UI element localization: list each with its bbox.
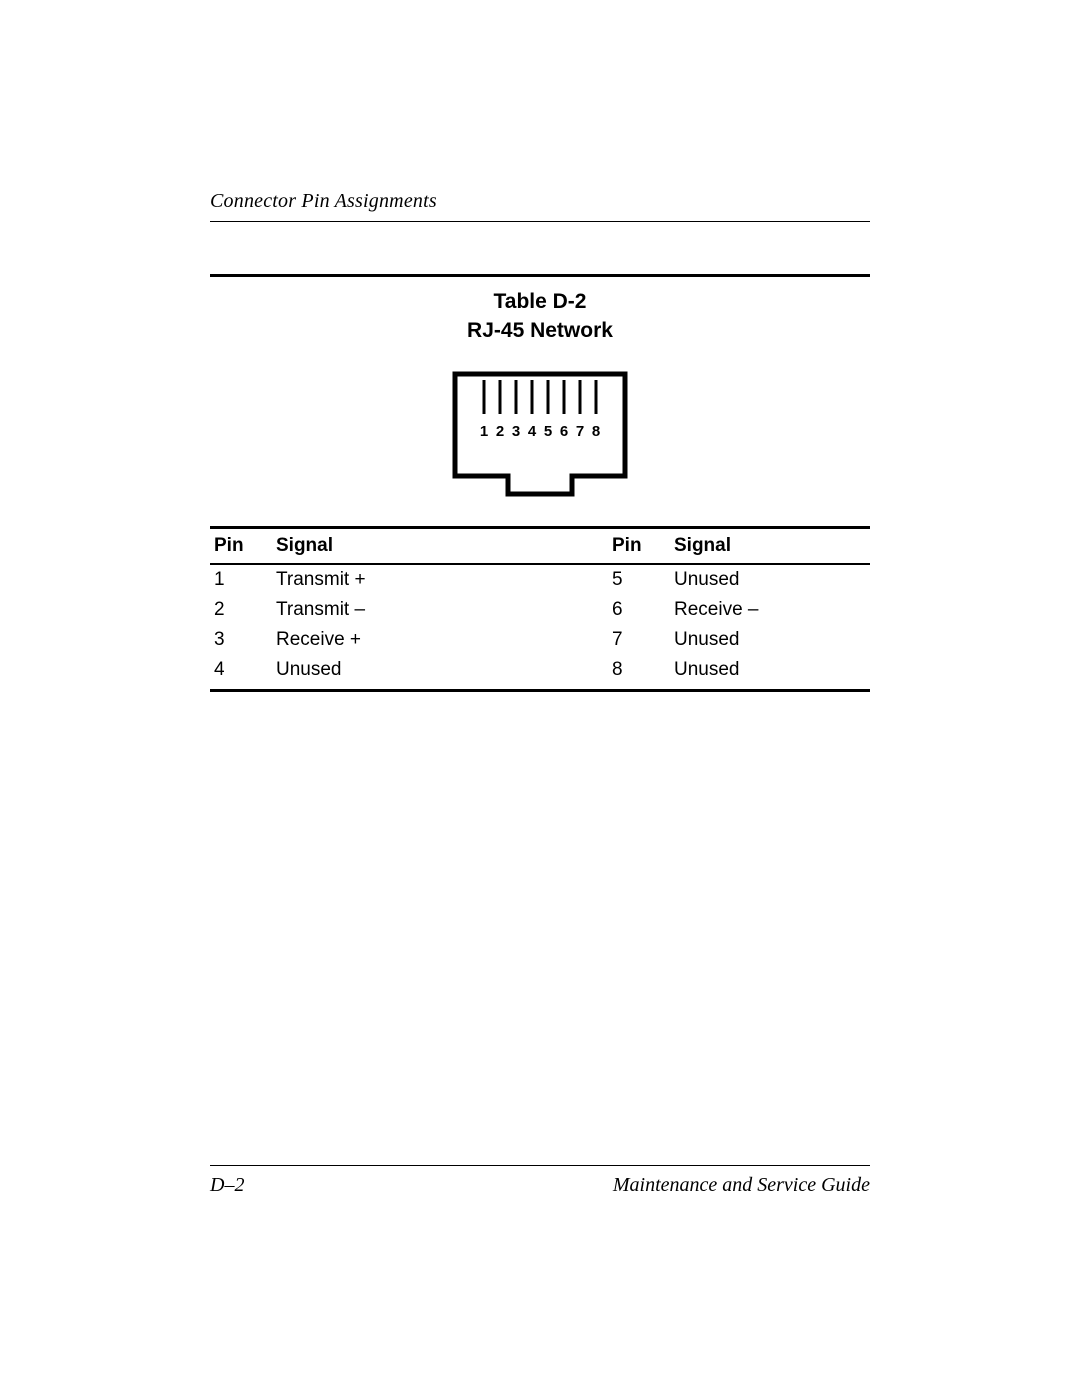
col-header-signal-left: Signal [272, 527, 608, 564]
table-row: 2 Transmit – 6 Receive – [210, 595, 870, 625]
cell-pin: 6 [608, 595, 670, 625]
cell-pin: 4 [210, 655, 272, 689]
pin-label: 1 [480, 423, 488, 440]
cell-signal: Unused [670, 655, 870, 689]
pin-label: 7 [576, 423, 584, 440]
cell-signal: Receive – [670, 595, 870, 625]
cell-pin: 7 [608, 625, 670, 655]
col-header-pin-right: Pin [608, 527, 670, 564]
cell-signal: Transmit – [272, 595, 608, 625]
cell-pin: 8 [608, 655, 670, 689]
table-number: Table D-2 [210, 287, 870, 316]
table-row: 1 Transmit + 5 Unused [210, 564, 870, 595]
cell-signal: Unused [272, 655, 608, 689]
col-header-pin-left: Pin [210, 527, 272, 564]
pin-assignment-table: Pin Signal Pin Signal 1 Transmit + 5 Unu… [210, 526, 870, 689]
cell-pin: 5 [608, 564, 670, 595]
table-bottom-rule [210, 689, 870, 692]
running-header: Connector Pin Assignments [210, 190, 870, 222]
cell-pin: 1 [210, 564, 272, 595]
table-caption: Table D-2 RJ-45 Network [210, 287, 870, 346]
cell-pin: 3 [210, 625, 272, 655]
connector-diagram: 1 2 3 4 5 6 7 8 [210, 370, 870, 498]
guide-title: Maintenance and Service Guide [613, 1174, 870, 1197]
page-footer: D–2 Maintenance and Service Guide [210, 1165, 870, 1197]
page-number: D–2 [210, 1174, 244, 1197]
cell-pin: 2 [210, 595, 272, 625]
pin-label: 5 [544, 423, 552, 440]
pin-label: 4 [528, 423, 537, 440]
pin-label: 3 [512, 423, 520, 440]
pin-label: 8 [592, 423, 600, 440]
table-row: 4 Unused 8 Unused [210, 655, 870, 689]
cell-signal: Receive + [272, 625, 608, 655]
table-row: 3 Receive + 7 Unused [210, 625, 870, 655]
table-top-rule [210, 274, 870, 277]
document-page: Connector Pin Assignments Table D-2 RJ-4… [0, 0, 1080, 1397]
rj45-jack-icon: 1 2 3 4 5 6 7 8 [451, 370, 629, 498]
table-title: RJ-45 Network [210, 316, 870, 345]
cell-signal: Unused [670, 625, 870, 655]
pin-label: 6 [560, 423, 568, 440]
table-header-row: Pin Signal Pin Signal [210, 527, 870, 564]
cell-signal: Transmit + [272, 564, 608, 595]
col-header-signal-right: Signal [670, 527, 870, 564]
pin-label: 2 [496, 423, 504, 440]
cell-signal: Unused [670, 564, 870, 595]
